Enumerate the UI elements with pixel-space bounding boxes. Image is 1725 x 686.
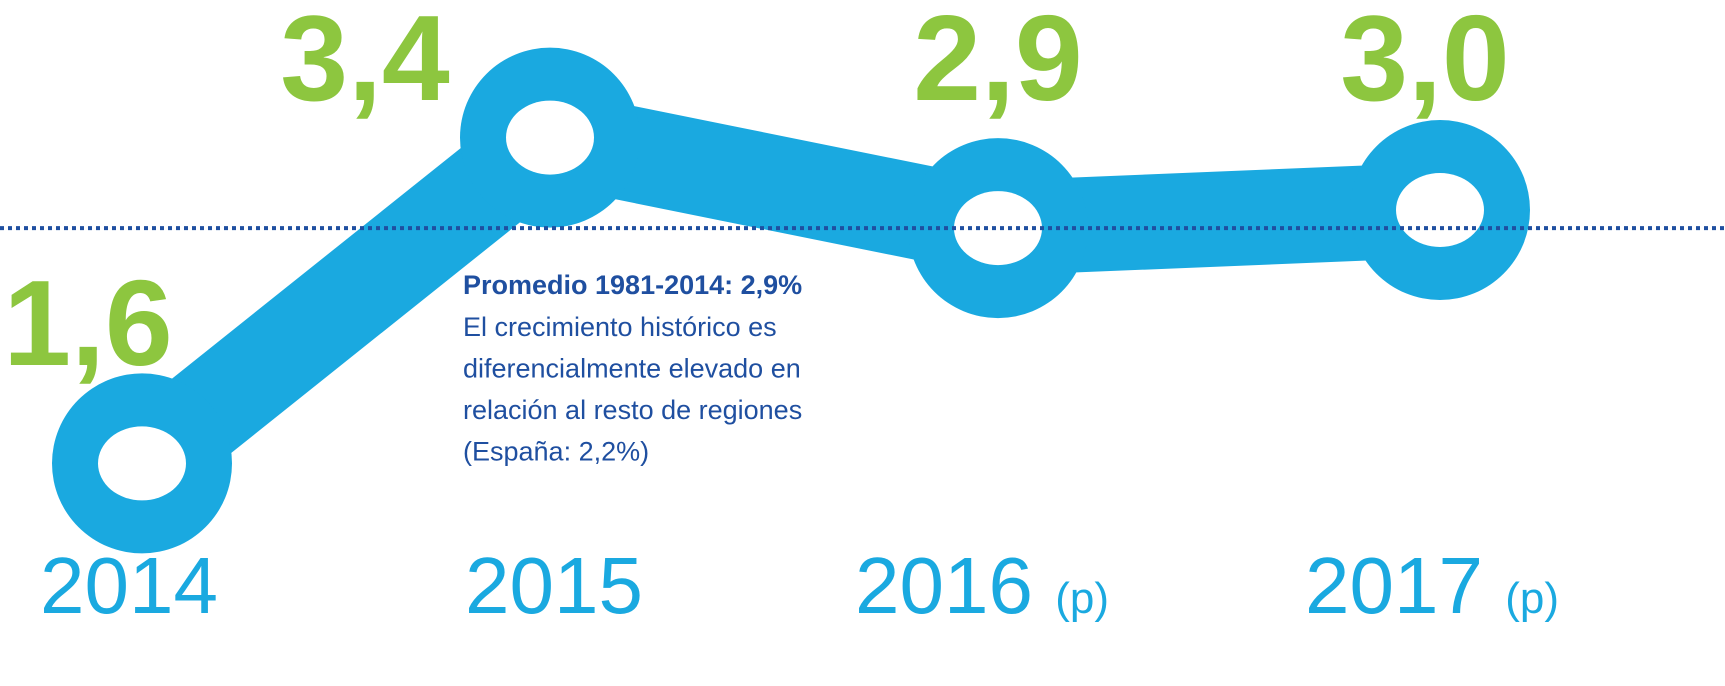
value-label: 3,0 bbox=[1340, 0, 1510, 126]
line bbox=[112, 90, 1442, 501]
marker-hole bbox=[98, 426, 186, 501]
marker-hole bbox=[954, 191, 1042, 266]
category: 2015 bbox=[465, 541, 643, 630]
annotation-title: Promedio 1981-2014: 2,9% bbox=[463, 270, 802, 300]
category: 2017 bbox=[1305, 541, 1483, 630]
x-tick-label: 2014 bbox=[40, 541, 218, 630]
category: 2016 bbox=[855, 541, 1033, 630]
x-tick-label: 2017 (p) bbox=[1305, 541, 1559, 630]
value-label: 3,4 bbox=[280, 0, 450, 126]
annotation-line: diferencialmente elevado en bbox=[463, 354, 801, 384]
category: 2014 bbox=[40, 541, 218, 630]
annotation-line: El crecimiento histórico es bbox=[463, 312, 777, 342]
annotation-line: relación al resto de regiones bbox=[463, 395, 802, 425]
marker-hole bbox=[506, 100, 594, 175]
category-suffix: (p) bbox=[1505, 574, 1559, 623]
x-tick-label: 2015 bbox=[465, 541, 643, 630]
category-suffix: (p) bbox=[1055, 574, 1109, 623]
value-label: 1,6 bbox=[3, 255, 173, 391]
value-label: 2,9 bbox=[913, 0, 1083, 126]
annotation-line: (España: 2,2%) bbox=[463, 437, 649, 467]
marker-hole bbox=[1396, 173, 1484, 247]
x-tick-label: 2016 (p) bbox=[855, 541, 1109, 630]
